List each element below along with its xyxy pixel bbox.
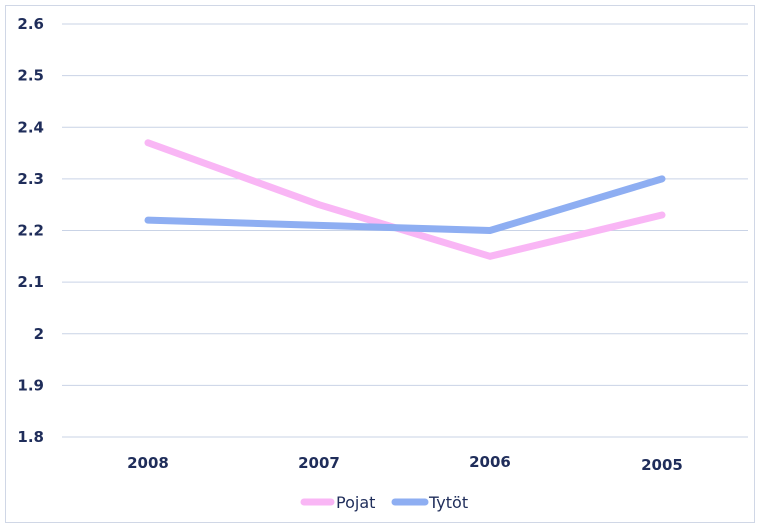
y-axis-ticks: 1.8 1.9 2 2.1 2.2 2.3 2.4 2.5 2.6 — [17, 15, 44, 446]
x-tick-label: 2007 — [298, 454, 340, 472]
series-line-tytöt — [144, 175, 666, 234]
chart-border — [5, 5, 755, 523]
x-tick-label: 2005 — [641, 456, 683, 474]
x-tick-label: 2008 — [127, 454, 169, 472]
y-tick-label: 2.3 — [17, 170, 44, 188]
x-tick-label: 2006 — [469, 453, 511, 471]
y-tick-label: 1.9 — [17, 376, 44, 394]
legend-label: Pojat — [336, 493, 375, 512]
x-axis-ticks: 2008 2007 2006 2005 — [127, 453, 683, 474]
series-lines — [144, 139, 666, 260]
y-tick-label: 2.2 — [17, 222, 44, 240]
y-tick-label: 1.8 — [17, 428, 44, 446]
legend: Pojat Tytöt — [300, 493, 468, 512]
y-tick-label: 2.1 — [17, 273, 44, 291]
y-tick-label: 2.6 — [17, 15, 44, 33]
y-tick-label: 2.4 — [17, 118, 44, 136]
y-tick-label: 2 — [34, 325, 44, 343]
legend-label: Tytöt — [428, 493, 468, 512]
y-tick-label: 2.5 — [17, 67, 44, 85]
